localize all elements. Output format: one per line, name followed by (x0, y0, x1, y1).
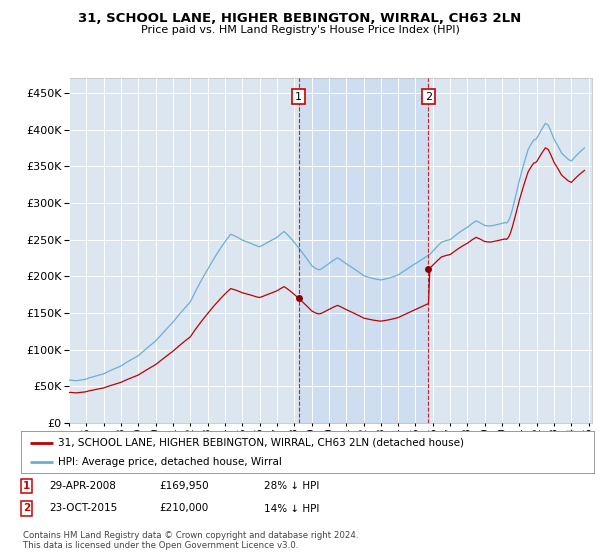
Text: 2: 2 (425, 92, 432, 102)
Text: HPI: Average price, detached house, Wirral: HPI: Average price, detached house, Wirr… (58, 457, 282, 467)
Text: Contains HM Land Registry data © Crown copyright and database right 2024.
This d: Contains HM Land Registry data © Crown c… (23, 531, 358, 550)
Text: 2: 2 (23, 503, 30, 514)
Text: 31, SCHOOL LANE, HIGHER BEBINGTON, WIRRAL, CH63 2LN (detached house): 31, SCHOOL LANE, HIGHER BEBINGTON, WIRRA… (58, 437, 464, 447)
Text: 14% ↓ HPI: 14% ↓ HPI (264, 503, 319, 514)
Text: £169,950: £169,950 (159, 481, 209, 491)
Text: 29-APR-2008: 29-APR-2008 (49, 481, 116, 491)
Text: Price paid vs. HM Land Registry's House Price Index (HPI): Price paid vs. HM Land Registry's House … (140, 25, 460, 35)
Text: 1: 1 (295, 92, 302, 102)
Text: 1: 1 (23, 481, 30, 491)
Text: 31, SCHOOL LANE, HIGHER BEBINGTON, WIRRAL, CH63 2LN: 31, SCHOOL LANE, HIGHER BEBINGTON, WIRRA… (79, 12, 521, 25)
Text: £210,000: £210,000 (159, 503, 208, 514)
Text: 28% ↓ HPI: 28% ↓ HPI (264, 481, 319, 491)
Text: 23-OCT-2015: 23-OCT-2015 (49, 503, 118, 514)
